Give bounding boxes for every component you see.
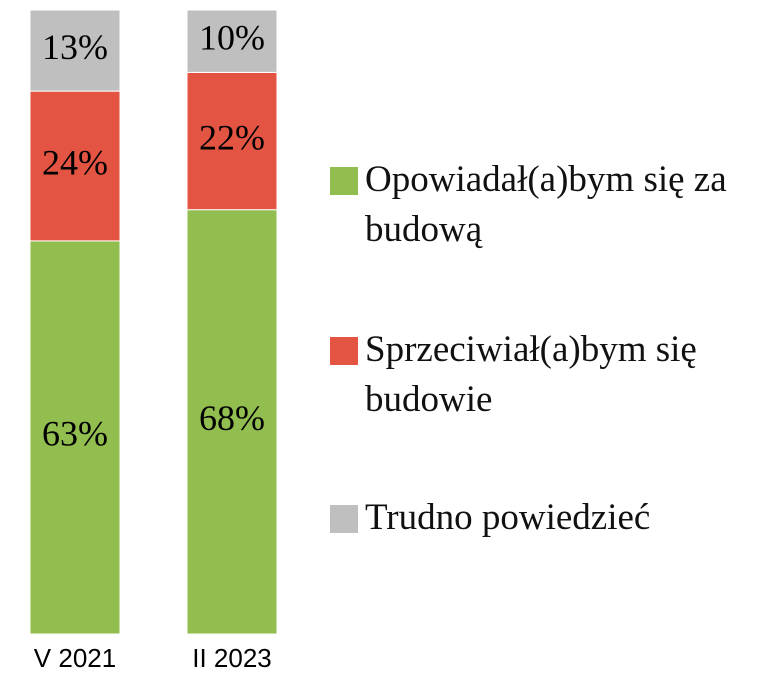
legend-item: Sprzeciwiał(a)bym się budowie xyxy=(330,325,760,425)
value-label: 13% xyxy=(42,27,108,67)
bar-segment xyxy=(29,9,121,92)
value-label: 22% xyxy=(199,117,265,157)
value-label: 10% xyxy=(199,17,265,57)
legend-swatch xyxy=(330,505,358,533)
legend-item: Opowiadał(a)bym się za budową xyxy=(330,155,760,255)
bar-segment xyxy=(186,9,278,73)
bar-segment xyxy=(29,240,121,635)
legend-swatch xyxy=(330,167,358,195)
x-tick-label: II 2023 xyxy=(192,643,272,673)
value-label: 24% xyxy=(42,142,108,182)
value-label: 63% xyxy=(42,414,108,454)
legend-label: Opowiadał(a)bym się za budową xyxy=(365,159,727,250)
legend-label: Sprzeciwiał(a)bym się budowie xyxy=(365,329,697,420)
value-label: 68% xyxy=(199,398,265,438)
bar-segment xyxy=(186,71,278,211)
legend-label: Trudno powiedzieć xyxy=(365,497,651,538)
x-tick-label: V 2021 xyxy=(34,643,116,673)
legend-item: Trudno powiedzieć xyxy=(330,493,760,543)
legend-swatch xyxy=(330,337,358,365)
